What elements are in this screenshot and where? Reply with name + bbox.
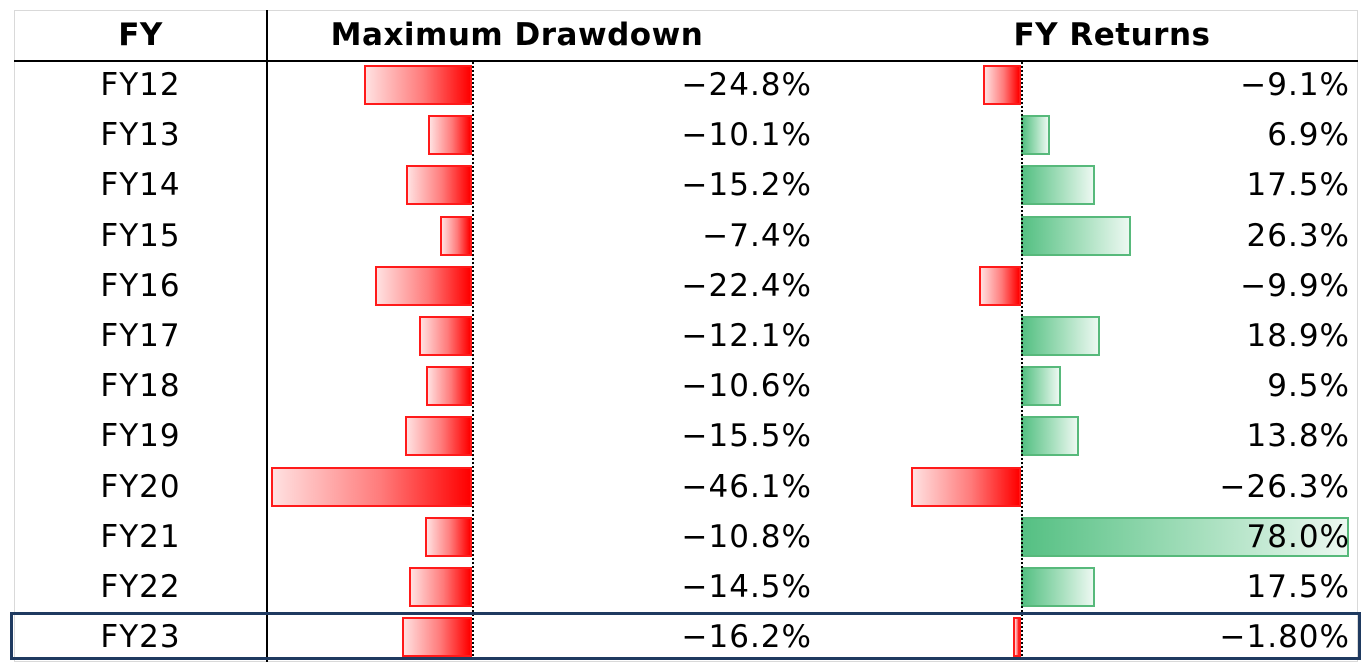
returns-bar	[979, 265, 1021, 306]
header-fy: FY	[118, 17, 163, 53]
returns-zero-axis	[1021, 62, 1023, 660]
returns-value: 17.5%	[1246, 167, 1350, 204]
returns-value: 6.9%	[1267, 117, 1350, 154]
fy-label: FY18	[100, 368, 181, 405]
drawdown-value: −14.5%	[681, 569, 812, 605]
returns-value: −9.1%	[1240, 67, 1350, 103]
returns-bar	[910, 466, 1021, 507]
drawdown-value: −15.5%	[681, 418, 812, 455]
drawdown-zero-axis	[472, 62, 474, 660]
fy-label: FY19	[100, 418, 181, 455]
drawdown-value: −22.4%	[681, 267, 812, 304]
fy-label: FY21	[100, 518, 181, 555]
drawdown-bar	[401, 617, 472, 658]
returns-bar	[1021, 115, 1050, 156]
returns-bar	[982, 65, 1021, 105]
returns-value: 26.3%	[1246, 217, 1350, 254]
drawdown-value: −24.8%	[681, 67, 812, 103]
drawdown-value: −10.6%	[681, 368, 812, 405]
returns-bar	[1021, 165, 1095, 206]
drawdown-bar	[439, 215, 472, 256]
fy-label: FY14	[100, 167, 181, 204]
drawdown-returns-table: FY Maximum Drawdown FY Returns FY12 −24.8…	[14, 10, 1358, 662]
fy-label: FY12	[100, 67, 181, 103]
fy-label: FY15	[100, 217, 181, 254]
returns-bar	[1021, 215, 1132, 256]
fy-label: FY22	[100, 569, 181, 605]
fy-label: FY13	[100, 117, 181, 154]
returns-value: 17.5%	[1246, 569, 1350, 605]
drawdown-value: −15.2%	[681, 167, 812, 204]
drawdown-bar	[408, 567, 472, 607]
returns-value: 78.0%	[1246, 518, 1350, 555]
drawdown-value: −10.8%	[681, 518, 812, 555]
returns-value: 9.5%	[1267, 368, 1350, 405]
returns-bar	[1021, 316, 1101, 356]
drawdown-bar	[374, 265, 472, 306]
drawdown-bar	[425, 516, 472, 557]
column-divider	[266, 10, 268, 662]
drawdown-value: −10.1%	[681, 117, 812, 154]
table-border	[14, 10, 1358, 662]
returns-value: −9.9%	[1240, 267, 1350, 304]
drawdown-bar	[405, 165, 472, 206]
returns-value: −1.80%	[1219, 619, 1350, 656]
fy-label: FY20	[100, 468, 181, 505]
header-maximum-drawdown: Maximum Drawdown	[330, 17, 704, 53]
drawdown-bar	[425, 366, 472, 407]
header-fy-returns: FY Returns	[1013, 17, 1211, 53]
fy-label: FY23	[100, 619, 181, 656]
drawdown-value: −16.2%	[681, 619, 812, 656]
returns-value: −26.3%	[1219, 468, 1350, 505]
drawdown-value: −7.4%	[702, 217, 812, 254]
highlight-box-fy23	[10, 612, 1361, 660]
fy-label: FY17	[100, 318, 181, 354]
drawdown-bar	[428, 115, 472, 156]
returns-bar	[1021, 567, 1095, 607]
fy-label: FY16	[100, 267, 181, 304]
drawdown-value: −46.1%	[681, 468, 812, 505]
returns-bar	[1013, 617, 1021, 658]
drawdown-bar	[404, 416, 472, 457]
drawdown-bar	[419, 316, 472, 356]
header-divider	[14, 60, 1358, 62]
drawdown-value: −12.1%	[681, 318, 812, 354]
drawdown-bar	[271, 466, 472, 507]
returns-value: 13.8%	[1246, 418, 1350, 455]
drawdown-bar	[364, 65, 472, 105]
returns-value: 18.9%	[1246, 318, 1350, 354]
